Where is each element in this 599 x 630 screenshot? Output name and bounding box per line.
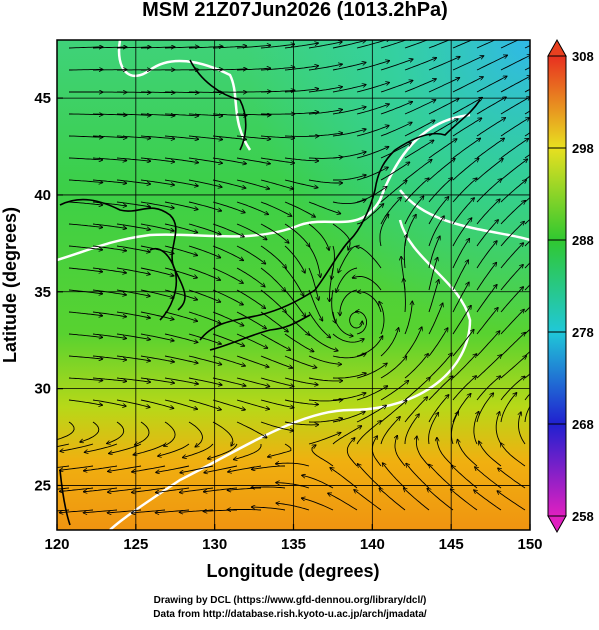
colorbar-min-arrow xyxy=(548,516,566,532)
colorbar-tick-label: 258 xyxy=(572,509,594,524)
colorbar-tick-label: 278 xyxy=(572,325,594,340)
x-axis-label: Longitude (degrees) xyxy=(206,561,379,581)
colorbar-scale xyxy=(548,56,566,516)
title: MSM 21Z07Jun2026 (1013.2hPa) xyxy=(142,0,448,21)
colorbar-tick-label: 308 xyxy=(572,49,594,64)
plot-area xyxy=(36,34,556,531)
x-tick-label: 140 xyxy=(360,536,385,553)
colorbar-tick-label: 298 xyxy=(572,141,594,156)
colorbar-tick-label: 288 xyxy=(572,233,594,248)
colorbar: 258 268 278 288 298 308 xyxy=(548,40,594,532)
x-tick-label: 145 xyxy=(439,536,464,553)
credit-line: Drawing by DCL (https://www.gfd-dennou.o… xyxy=(154,595,427,606)
x-tick-label: 125 xyxy=(123,536,148,553)
y-tick-label: 30 xyxy=(34,381,51,398)
credit-line: Data from http://database.rish.kyoto-u.a… xyxy=(153,609,427,620)
y-axis-label: Latitude (degrees) xyxy=(0,207,20,363)
x-tick-label: 150 xyxy=(517,536,542,553)
x-tick-label: 135 xyxy=(281,536,306,553)
y-tick-label: 35 xyxy=(34,284,51,301)
colorbar-max-arrow xyxy=(548,40,566,56)
streamline xyxy=(227,510,261,511)
x-tick-label: 120 xyxy=(44,536,69,553)
y-tick-label: 25 xyxy=(34,477,51,494)
colorbar-tick-label: 268 xyxy=(572,417,594,432)
x-tick-label: 130 xyxy=(202,536,227,553)
y-tick-label: 40 xyxy=(34,187,51,204)
y-tick-label: 45 xyxy=(34,90,51,107)
